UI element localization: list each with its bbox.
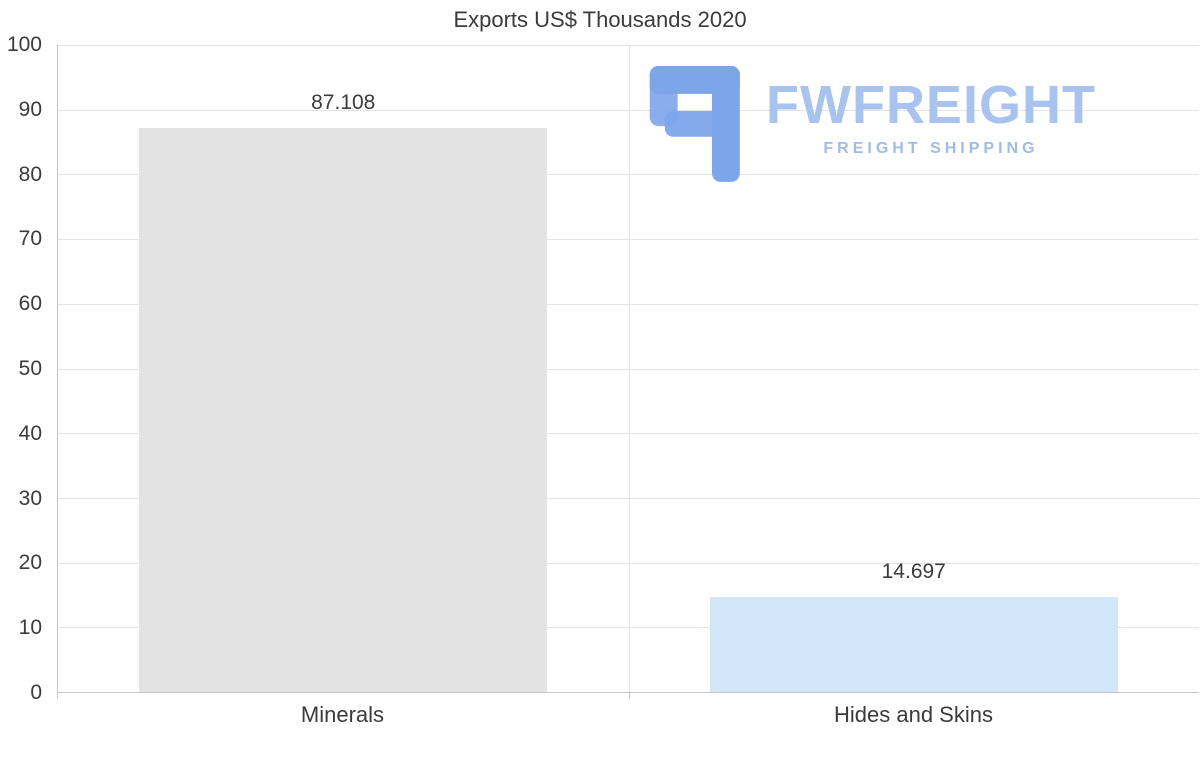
bar-slot: 14.697 (629, 45, 1200, 692)
y-tick-label: 60 (18, 292, 42, 316)
y-tick-label: 90 (18, 97, 42, 121)
logo-brand-text: FWFREIGHT (766, 75, 1096, 135)
plot-area: 87.108 14.697 (57, 45, 1199, 699)
bar-value-label: 87.108 (311, 91, 376, 115)
y-tick-label: 20 (18, 551, 42, 575)
y-tick-label: 30 (18, 486, 42, 510)
chart-title: Exports US$ Thousands 2020 (453, 7, 747, 32)
bar-slot: 87.108 (58, 45, 629, 692)
fwfreight-logo: FWFREIGHT FREIGHT SHIPPING (648, 66, 1096, 184)
logo-tagline-text: FREIGHT SHIPPING (823, 140, 1039, 157)
logo-text-block: FWFREIGHT FREIGHT SHIPPING (766, 78, 1096, 158)
y-tick-label: 80 (18, 162, 42, 186)
y-tick-label: 0 (30, 681, 42, 704)
bars-row: 87.108 14.697 (58, 45, 1199, 692)
y-tick-label: 10 (18, 616, 42, 640)
bar-minerals (139, 128, 548, 692)
x-axis-label: Minerals (300, 702, 385, 727)
fwfreight-logo-icon (649, 66, 740, 182)
y-tick-label: 100 (6, 33, 42, 56)
x-axis-label: Hides and Skins (834, 702, 993, 727)
y-axis: 0 10 20 30 40 50 60 70 80 90 100 (0, 33, 49, 704)
bar-value-label: 14.697 (881, 559, 946, 583)
bar-hides-and-skins (709, 596, 1118, 692)
category-separator-line (628, 45, 630, 692)
y-tick-label: 50 (18, 357, 42, 380)
y-tick-label: 70 (18, 227, 42, 251)
x-axis-labels: Minerals Hides and Skins (57, 702, 1199, 728)
y-tick-label: 40 (18, 421, 42, 445)
